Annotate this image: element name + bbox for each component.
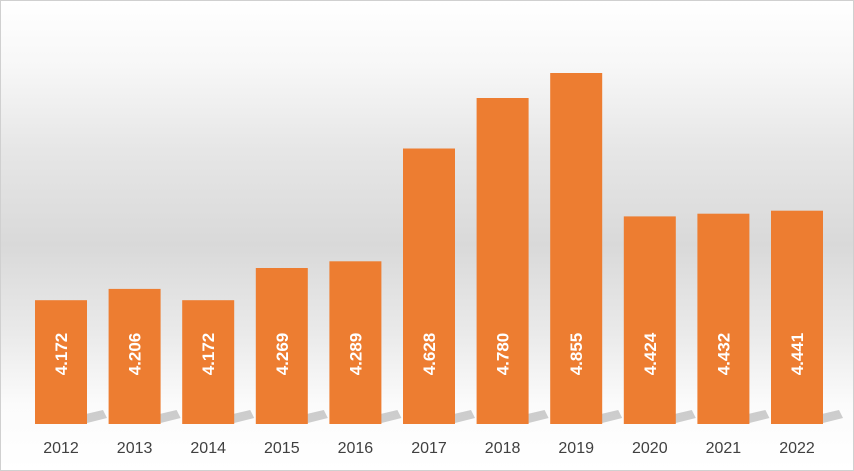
data-label-2012: 4.172 <box>52 333 71 376</box>
x-tick-2015: 2015 <box>264 440 300 457</box>
data-label-2020: 4.424 <box>641 332 660 375</box>
bar-2022 <box>771 210 823 424</box>
x-tick-2020: 2020 <box>632 440 668 457</box>
x-tick-2022: 2022 <box>779 440 815 457</box>
data-labels: 4.172 4.206 4.172 4.269 4.289 4.628 4.780 4.855… <box>52 332 807 375</box>
x-axis-ticks: 2012 2013 2014 2015 2016 2017 2018 2019 2020 2021… <box>43 440 815 457</box>
x-tick-2014: 2014 <box>190 440 226 457</box>
bar-2013 <box>108 288 161 424</box>
x-tick-2016: 2016 <box>338 440 374 457</box>
data-label-2021: 4.432 <box>714 333 733 376</box>
data-label-2015: 4.269 <box>273 333 292 376</box>
bar-2019 <box>550 73 603 424</box>
x-tick-2021: 2021 <box>706 440 742 457</box>
x-tick-2013: 2013 <box>117 440 153 457</box>
bar-2015 <box>255 268 308 424</box>
data-label-2022: 4.441 <box>788 333 807 376</box>
bar-2018 <box>476 98 529 424</box>
bar-2012 <box>35 300 87 424</box>
bar-2016 <box>329 261 382 424</box>
data-label-2014: 4.172 <box>199 333 218 376</box>
bar-2017 <box>403 148 455 424</box>
x-tick-2017: 2017 <box>411 440 447 457</box>
bars <box>35 73 823 424</box>
bar-2021 <box>697 213 750 424</box>
data-label-2016: 4.289 <box>346 333 365 376</box>
x-tick-2019: 2019 <box>558 440 594 457</box>
bar-2020 <box>623 216 676 424</box>
bar-2014 <box>182 300 235 424</box>
x-tick-2012: 2012 <box>43 440 79 457</box>
data-label-2017: 4.628 <box>420 333 439 376</box>
data-label-2019: 4.855 <box>567 333 586 376</box>
data-label-2018: 4.780 <box>494 333 513 376</box>
x-tick-2018: 2018 <box>485 440 521 457</box>
data-label-2013: 4.206 <box>126 333 145 376</box>
